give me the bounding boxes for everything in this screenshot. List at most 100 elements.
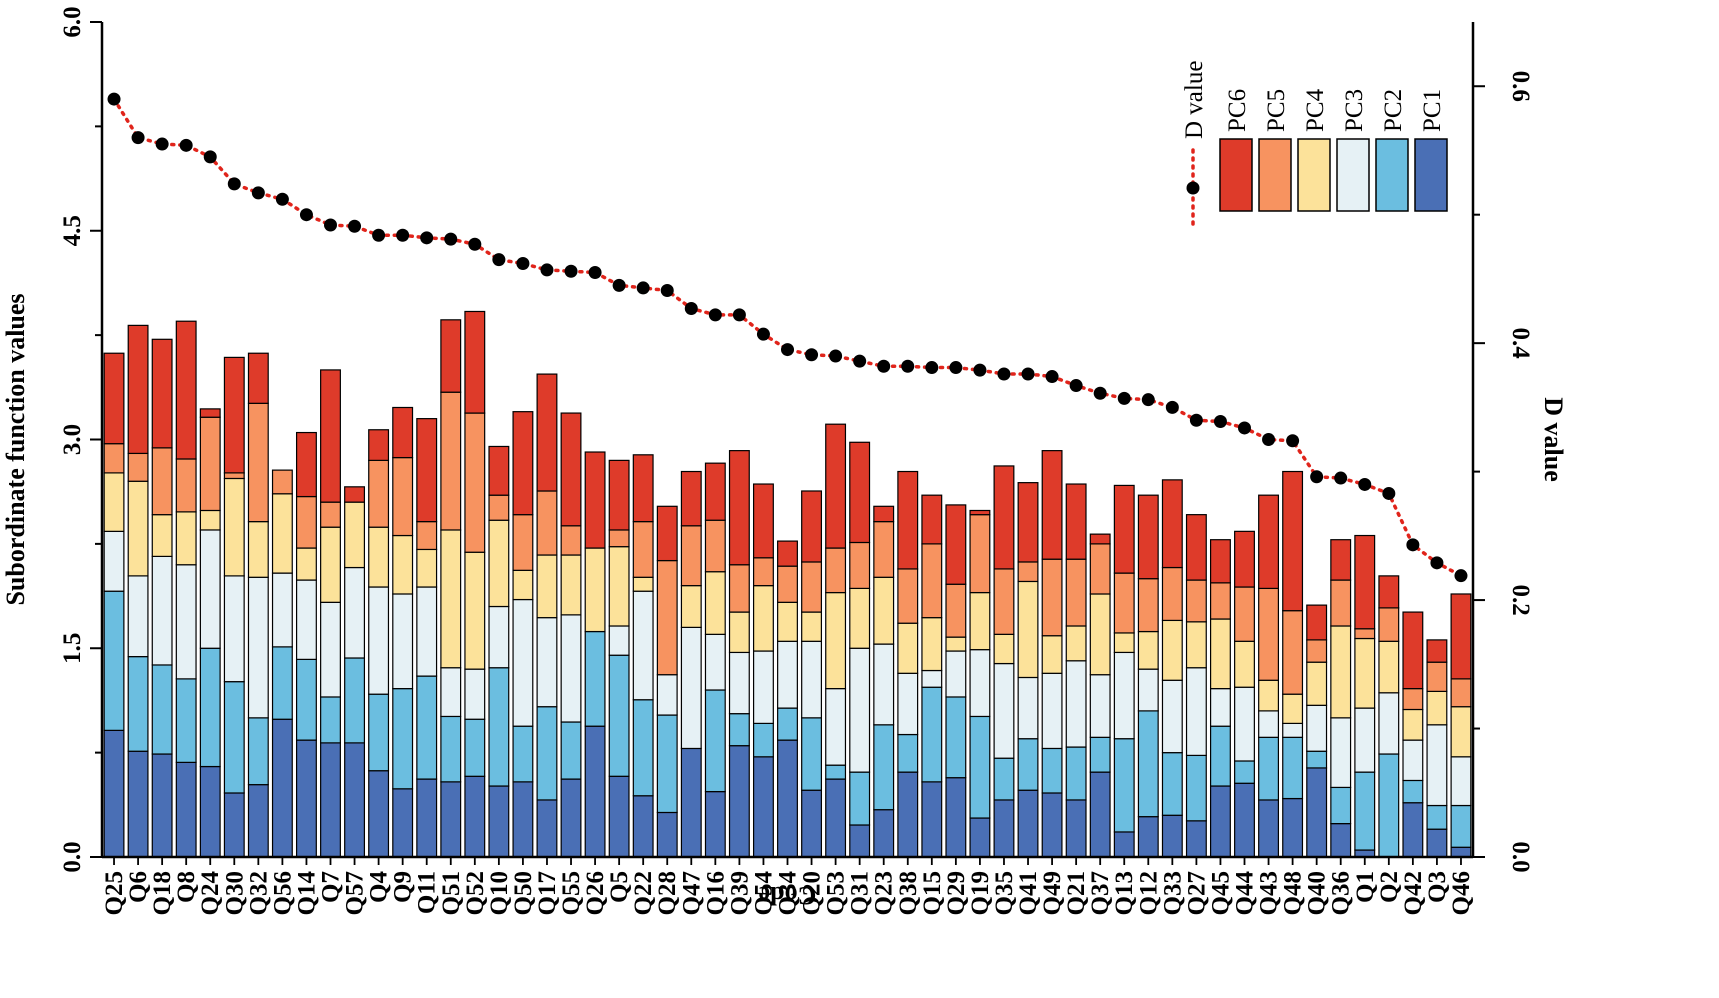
bar-Q34-pc1: [777, 739, 798, 858]
bar-Q51-pc5: [440, 391, 462, 531]
bar-Q38-pc2: [897, 733, 919, 773]
bar-Q9-pc5: [392, 456, 414, 537]
x-tick-label-Q7: Q7: [318, 871, 345, 903]
bar-Q41-pc5: [1017, 561, 1039, 583]
bar-Q47-pc1: [680, 747, 702, 858]
bar-Q22-pc2: [632, 699, 654, 797]
bar-Q16-pc5: [704, 519, 726, 573]
bar-Q39-pc3: [728, 651, 750, 715]
bar-Q19-pc1: [969, 817, 991, 858]
x-tick-label-Q54: Q54: [750, 871, 777, 916]
bar-Q49-pc2: [1041, 747, 1063, 794]
bar-Q14-pc3: [295, 579, 317, 660]
d-value-point-Q16: [708, 308, 722, 322]
bar-Q18-pc6: [151, 338, 173, 449]
bar-Q12-pc6: [1137, 494, 1159, 580]
bar-Q20-pc4: [801, 611, 823, 642]
d-value-point-Q29: [949, 361, 963, 375]
bar-Q5-pc4: [608, 546, 630, 627]
bar-Q14-pc2: [295, 658, 317, 741]
bar-Q6-pc5: [127, 452, 149, 482]
bar-Q17-pc3: [536, 617, 558, 708]
bar-Q50-pc2: [512, 725, 534, 783]
bar-Q21-pc6: [1065, 483, 1087, 560]
bar-Q46-pc5: [1450, 678, 1472, 708]
bar-Q1-pc4: [1354, 637, 1376, 709]
bar-Q16-pc3: [704, 633, 726, 691]
bar-Q33-pc3: [1161, 679, 1183, 754]
y2-tick-label: 0.0: [1507, 841, 1534, 872]
legend-d-value-marker: [1186, 181, 1200, 195]
bar-Q17-pc1: [536, 799, 558, 858]
bar-Q42-pc1: [1402, 802, 1424, 858]
bar-Q26-pc6: [584, 451, 606, 549]
bar-Q15-pc6: [921, 494, 943, 545]
bar-Q39-pc6: [728, 450, 750, 566]
x-tick-label-Q44: Q44: [1232, 871, 1259, 916]
d-value-point-Q18: [155, 137, 169, 151]
bar-Q27-pc2: [1185, 754, 1207, 822]
bar-Q47-pc5: [680, 525, 702, 587]
d-value-points: [107, 92, 1468, 583]
y-axis-title: Subordinate function values: [1, 293, 30, 605]
bar-Q35-pc5: [993, 568, 1015, 635]
bar-Q26-pc4: [584, 547, 606, 633]
bar-Q3-pc5: [1426, 661, 1448, 692]
bar-Q20-pc2: [801, 717, 823, 791]
x-tick-label-Q5: Q5: [606, 871, 633, 903]
bar-Q13-pc3: [1113, 651, 1135, 740]
bar-Q54-pc5: [752, 557, 774, 587]
bar-Q5-pc3: [608, 625, 630, 656]
x-tick-label-Q48: Q48: [1280, 871, 1307, 915]
x-tick-label-Q55: Q55: [558, 871, 585, 915]
bar-Q21-pc5: [1065, 558, 1087, 627]
x-tick-label-Q22: Q22: [630, 871, 657, 915]
bar-Q50-pc1: [512, 781, 534, 858]
x-tick-label-Q26: Q26: [582, 871, 609, 915]
bar-Q47-pc4: [680, 585, 702, 628]
bar-Q33-pc5: [1161, 566, 1183, 622]
bar-Q3-pc3: [1426, 724, 1448, 807]
bar-Q12-pc1: [1137, 816, 1159, 858]
bar-Q18-pc3: [151, 555, 173, 666]
bar-Q9-pc3: [392, 593, 414, 690]
d-value-point-Q1: [1358, 477, 1372, 491]
bar-Q11-pc2: [416, 675, 438, 780]
bar-Q43-pc3: [1258, 710, 1280, 738]
bar-Q50-pc6: [512, 411, 534, 516]
bar-Q35-pc2: [993, 757, 1015, 801]
bar-Q40-pc5: [1306, 639, 1328, 663]
bar-Q51-pc1: [440, 781, 462, 858]
d-value-point-Q35: [997, 367, 1011, 381]
y2-tick-label: 0.2: [1507, 584, 1534, 615]
bar-Q8-pc6: [175, 320, 197, 460]
x-tick-label-Q16: Q16: [702, 871, 729, 915]
bar-Q45-pc2: [1209, 725, 1231, 787]
bar-Q47-pc3: [680, 626, 702, 750]
bar-Q45-pc1: [1209, 785, 1231, 858]
bar-Q36-pc3: [1330, 717, 1352, 789]
bar-Q17-pc6: [536, 373, 558, 492]
d-value-point-Q36: [1334, 471, 1348, 485]
bar-Q8-pc1: [175, 761, 197, 858]
d-value-point-Q37: [1093, 386, 1107, 400]
bar-Q24-pc4: [199, 509, 221, 531]
x-tick-label-Q17: Q17: [534, 871, 561, 915]
bar-Q5-pc5: [608, 529, 630, 548]
d-value-point-Q31: [853, 354, 867, 368]
bar-Q46-pc3: [1450, 756, 1472, 807]
x-tick-label-Q40: Q40: [1304, 871, 1331, 915]
x-tick-label-Q13: Q13: [1111, 871, 1138, 915]
bar-Q40-pc2: [1306, 750, 1328, 769]
bar-Q34-pc3: [777, 640, 798, 709]
bar-Q54-pc6: [752, 483, 774, 559]
bar-Q44-pc3: [1234, 686, 1255, 762]
bar-Q42-pc2: [1402, 779, 1424, 804]
bar-Q4-pc4: [368, 526, 390, 588]
bar-Q34-pc2: [777, 707, 798, 741]
d-value-point-Q56: [275, 192, 289, 206]
bar-Q7-pc4: [320, 526, 341, 603]
d-value-point-Q46: [1454, 569, 1468, 583]
